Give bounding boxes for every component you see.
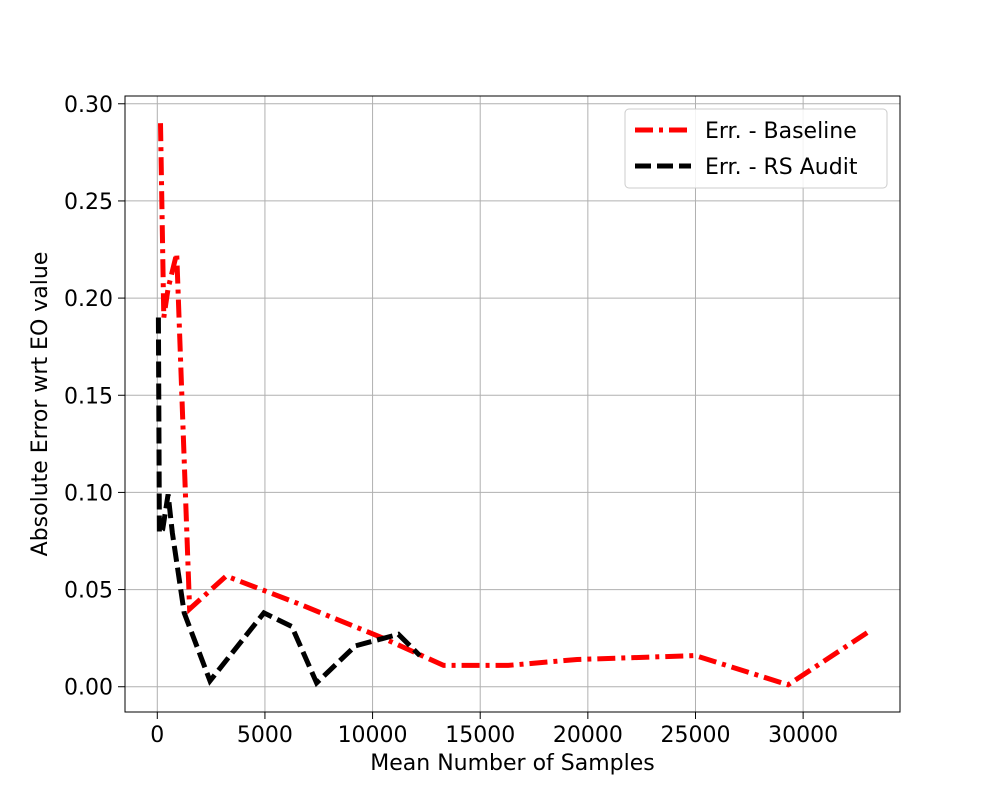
series-lines: [155, 123, 870, 688]
x-axis: 0 5000 10000 15000 20000 25000 30000: [150, 712, 838, 748]
y-axis: 0.00 0.05 0.10 0.15 0.20 0.25 0.30: [64, 93, 125, 701]
x-tick-label: 15000: [445, 723, 515, 748]
x-tick-label: 20000: [553, 723, 623, 748]
y-tick-label: 0.30: [64, 93, 113, 118]
series-line-1: [155, 317, 422, 688]
legend: Err. - Baseline Err. - RS Audit: [624, 108, 888, 189]
legend-label-0: Err. - Baseline: [705, 119, 857, 144]
y-tick-label: 0.00: [64, 676, 113, 701]
y-tick-label: 0.20: [64, 287, 113, 312]
y-tick-label: 0.15: [64, 384, 113, 409]
x-axis-title: Mean Number of Samples: [370, 751, 654, 776]
x-tick-label: 10000: [338, 723, 408, 748]
y-tick-label: 0.10: [64, 481, 113, 506]
x-tick-label: 0: [150, 723, 164, 748]
y-tick-label: 0.25: [64, 190, 113, 215]
y-axis-title: Absolute Error wrt EO value: [28, 252, 53, 557]
plot-frame: [124, 95, 901, 713]
y-tick-label: 0.05: [64, 579, 113, 604]
series-line-0: [158, 123, 870, 688]
grid: [125, 96, 900, 712]
x-tick-label: 25000: [660, 723, 730, 748]
x-tick-label: 30000: [768, 723, 838, 748]
x-tick-label: 5000: [237, 723, 293, 748]
legend-label-1: Err. - RS Audit: [705, 155, 858, 180]
